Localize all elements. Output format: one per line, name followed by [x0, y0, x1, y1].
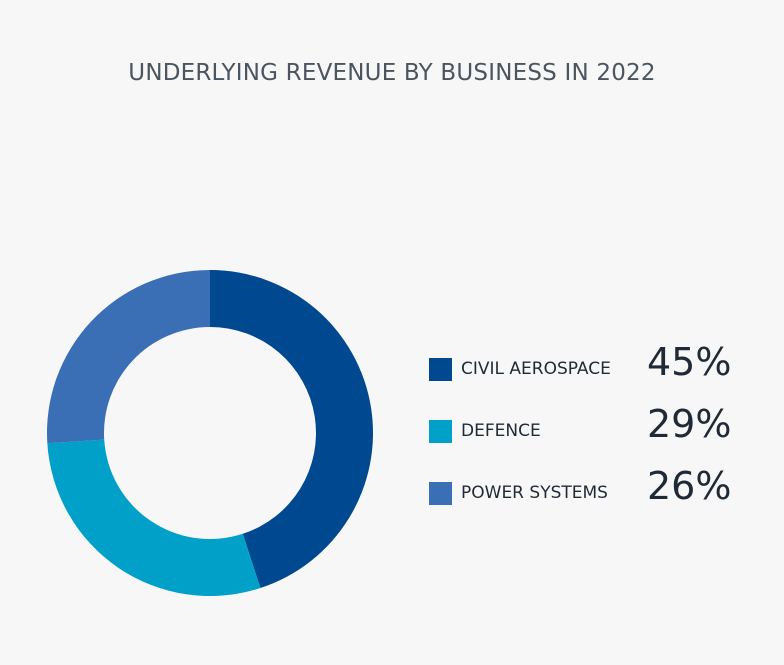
legend-item-defence: DEFENCE 29%: [429, 402, 749, 458]
legend-value-defence: 29%: [647, 402, 732, 446]
chart-title: UNDERLYING REVENUE BY BUSINESS IN 2022: [128, 60, 656, 86]
legend-swatch-civil-aerospace: [429, 358, 452, 381]
legend-label-power-systems: POWER SYSTEMS: [461, 483, 608, 503]
legend-item-power-systems: POWER SYSTEMS 26%: [429, 464, 749, 520]
donut-slice-power-systems: [46, 270, 210, 444]
legend-swatch-power-systems: [429, 482, 452, 505]
legend-swatch-defence: [429, 420, 452, 443]
donut-slice-defence: [47, 439, 261, 596]
legend-label-defence: DEFENCE: [461, 421, 541, 441]
legend-value-civil-aerospace: 45%: [647, 340, 732, 384]
donut-slice-civil-aerospace: [210, 270, 373, 589]
legend-item-civil-aerospace: CIVIL AEROSPACE 45%: [429, 340, 749, 396]
legend-label-civil-aerospace: CIVIL AEROSPACE: [461, 359, 611, 379]
legend-value-power-systems: 26%: [647, 464, 732, 508]
